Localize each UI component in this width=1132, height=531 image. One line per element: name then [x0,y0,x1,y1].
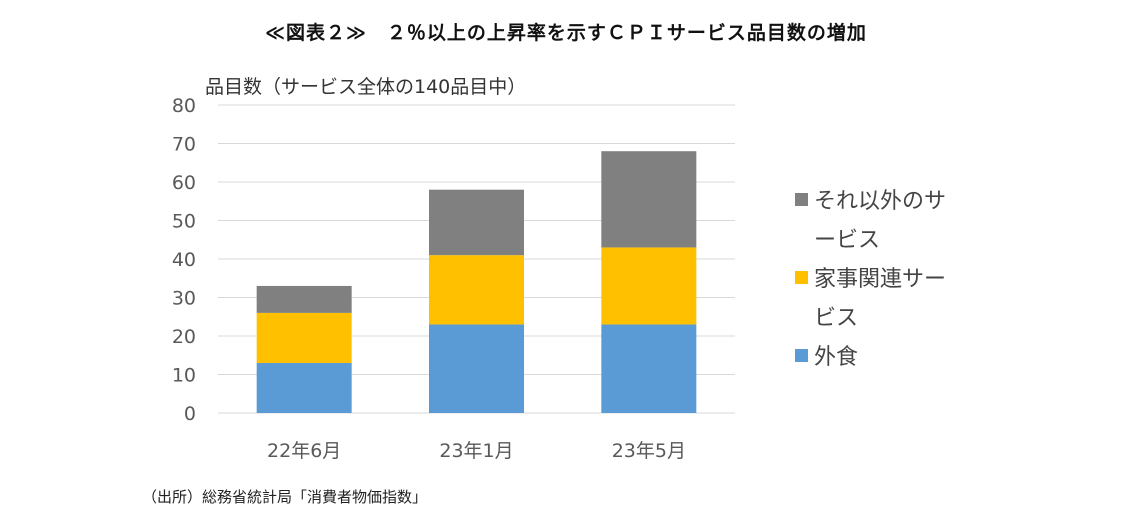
bar-2-series-1 [601,247,697,325]
legend-label-kaji: 家事関連サービス [814,267,947,331]
legend-swatch-kaji [795,271,808,284]
bar-2-series-0 [601,324,697,413]
y-tick-label-60: 60 [172,172,196,194]
chart-title: ≪図表２≫ ２％以上の上昇率を示すＣＰＩサービス品目数の増加 [265,22,867,44]
legend-swatch-gaishoku [795,349,808,362]
y-tick-label-80: 80 [172,95,196,117]
chart-legend: それ以外のサービス 家事関連サービス 外食 [795,182,954,377]
legend-item-gaishoku: 外食 [795,338,954,377]
x-tick-label-1: 23年1月 [439,440,513,462]
y-axis-label: 品目数（サービス全体の140品目中） [205,76,527,98]
y-tick-label-20: 20 [172,326,196,348]
bar-0-series-1 [256,312,352,363]
y-tick-label-50: 50 [172,211,196,233]
y-tick-label-10: 10 [172,365,196,387]
bar-0-series-2 [256,285,352,313]
y-tick-label-30: 30 [172,288,196,310]
bar-1-series-0 [429,324,524,413]
bar-1-series-1 [429,255,524,325]
y-tick-label-0: 0 [184,403,196,425]
y-tick-label-40: 40 [172,249,196,271]
legend-item-other: それ以外のサービス [795,182,954,260]
y-tick-label-70: 70 [172,134,196,156]
legend-item-kaji: 家事関連サービス [795,260,954,338]
legend-swatch-other [795,193,808,206]
x-tick-label-2: 23年5月 [612,440,686,462]
x-tick-label-0: 22年6月 [267,440,341,462]
source-note: （出所）総務省統計局「消費者物価指数」 [142,488,428,506]
bar-1-series-2 [429,189,524,256]
bar-0-series-0 [256,362,352,413]
legend-label-gaishoku: 外食 [814,345,859,370]
legend-label-other: それ以外のサービス [814,189,947,253]
bar-2-series-2 [601,151,697,248]
